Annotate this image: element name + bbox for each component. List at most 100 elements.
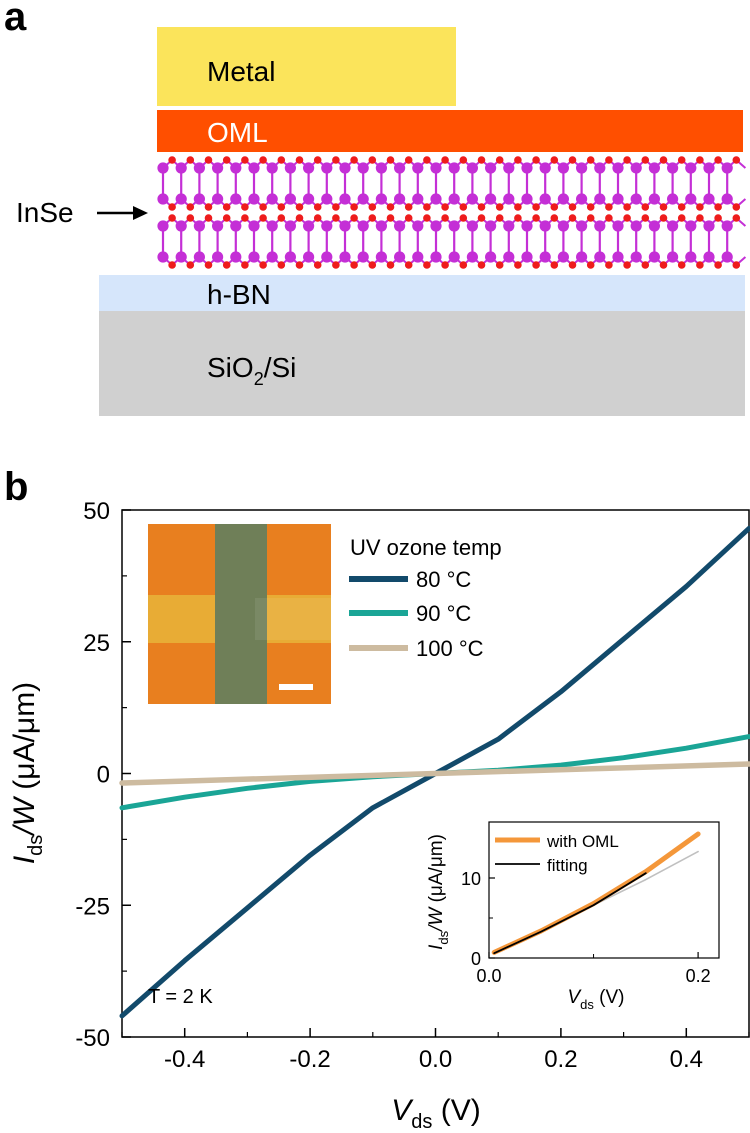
se-atom (659, 261, 668, 269)
se-atom (386, 214, 395, 222)
in-atom (157, 162, 169, 174)
se-atom (459, 214, 468, 222)
se-atom (423, 214, 431, 222)
se-atom (204, 203, 213, 211)
in-atom (576, 162, 588, 174)
in-atom (321, 220, 333, 232)
in-atom (157, 251, 169, 263)
se-atom (550, 214, 559, 222)
in-atom (503, 193, 515, 205)
se-atom (495, 214, 504, 222)
se-atom (550, 203, 559, 211)
in-atom (394, 162, 406, 174)
se-atom (714, 261, 722, 269)
in-atom (630, 251, 642, 263)
se-atom (623, 214, 631, 222)
se-atom (514, 261, 522, 269)
in-atom (448, 251, 460, 263)
in-atom (557, 220, 570, 232)
in-atom (539, 193, 551, 205)
se-atom (732, 203, 741, 211)
in-atom (521, 251, 533, 263)
in-atom (303, 251, 315, 263)
in-atom (503, 220, 515, 232)
temperature-note: T = 2 K (148, 986, 213, 1008)
inset-x-tick-label: 0.2 (686, 966, 711, 986)
se-atom (313, 214, 322, 222)
in-atom (157, 220, 169, 232)
in-atom (248, 162, 260, 174)
in-atom (703, 193, 715, 205)
in-atom (394, 251, 406, 263)
in-atom (303, 162, 315, 174)
se-atom (350, 156, 358, 164)
se-atom (386, 156, 395, 164)
in-atom (339, 251, 351, 263)
se-atom (459, 156, 468, 164)
in-atom (630, 220, 642, 232)
se-atom (204, 156, 213, 164)
inset-x-axis-label: Vds (V) (567, 987, 624, 1012)
se-atom (386, 261, 395, 269)
se-atom (332, 261, 340, 269)
oml-label: OML (207, 117, 268, 148)
se-atom (605, 156, 613, 164)
se-atom (568, 156, 577, 164)
se-atom (204, 214, 213, 222)
se-atom (404, 261, 413, 269)
inset-legend-label-oml: with OML (546, 832, 619, 851)
in-atom (339, 193, 351, 205)
inset-y-tick-label: 10 (461, 869, 481, 889)
legend-title: UV ozone temp (350, 535, 502, 560)
in-atom (521, 193, 533, 205)
in-atom (685, 251, 697, 263)
in-atom (375, 220, 387, 232)
in-atom (521, 162, 533, 174)
in-atom (721, 220, 733, 232)
in-atom (175, 220, 187, 232)
in-atom (594, 193, 606, 205)
in-atom (193, 193, 205, 205)
in-atom (230, 162, 242, 174)
se-atom (295, 261, 304, 269)
se-atom (332, 156, 340, 164)
se-atom (332, 214, 340, 222)
in-atom (357, 220, 369, 232)
in-atom (430, 193, 442, 205)
main-y-tick-label: -50 (75, 1025, 110, 1052)
main-series-group (119, 525, 750, 1019)
device-image-inset (148, 524, 331, 704)
panel-b-label: b (4, 465, 28, 509)
se-atom (368, 156, 377, 164)
in-atom (448, 193, 460, 205)
in-atom (375, 251, 387, 263)
in-atom (266, 220, 278, 232)
in-atom (612, 220, 624, 232)
in-atom (485, 251, 497, 263)
se-atom (550, 261, 559, 269)
inset-y-tick-label: 0 (471, 949, 481, 969)
in-atom (430, 220, 442, 232)
in-atom (321, 251, 333, 263)
in-atom (612, 162, 624, 174)
se-atom (313, 261, 322, 269)
in-atom (466, 193, 478, 205)
inset-y-axis-label: Ids/W (μA/μm) (426, 834, 451, 950)
se-atom (186, 214, 195, 222)
in-atom (375, 193, 387, 205)
se-atom (586, 203, 595, 211)
se-atom (641, 261, 650, 269)
image-scale-bar (279, 684, 313, 690)
in-atom (539, 162, 551, 174)
in-atom (685, 193, 697, 205)
se-atom (477, 261, 486, 269)
in-atom (503, 162, 515, 174)
se-atom (441, 156, 449, 164)
in-atom (394, 193, 406, 205)
in-atom (648, 251, 661, 263)
in-atom (703, 220, 715, 232)
se-atom (605, 261, 613, 269)
se-atom (677, 261, 686, 269)
se-atom (332, 203, 340, 211)
se-atom (168, 261, 176, 269)
